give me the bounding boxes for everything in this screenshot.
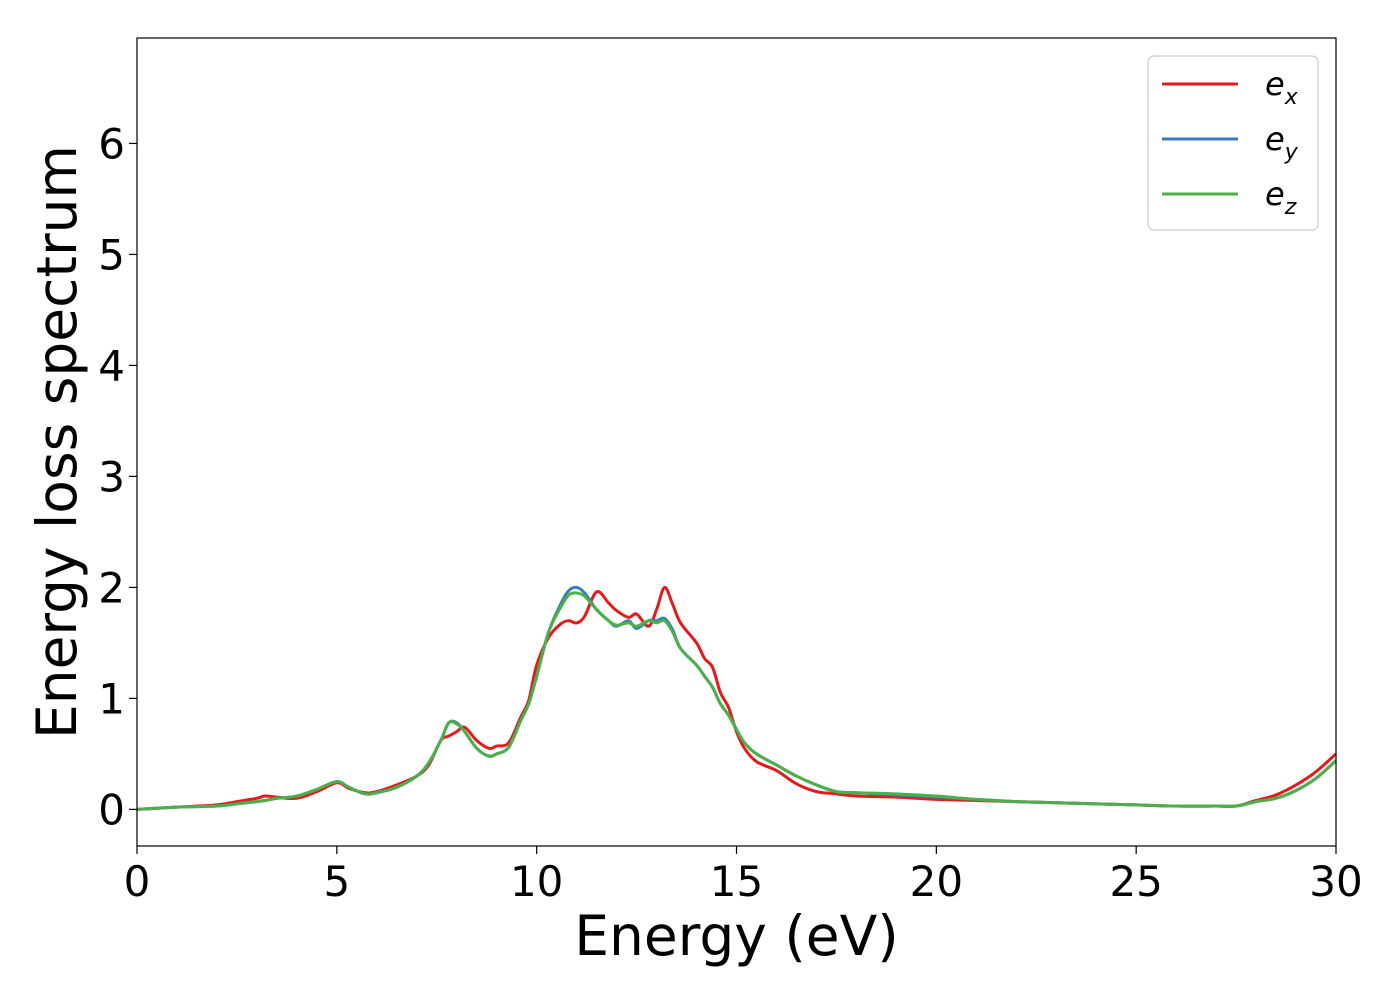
x-tick-label: 0 [124,857,151,906]
series-lines [136,585,1338,811]
x-tick-label: 20 [910,857,963,906]
y-tick-label: 5 [98,230,125,279]
plot-frame [136,37,1337,847]
legend-frame [1147,55,1319,231]
x-tick-label: 5 [323,857,350,906]
series-line-e_y [136,585,1338,811]
x-tick-label: 10 [510,857,563,906]
y-axis-label: Energy loss spectrum [25,145,89,739]
legend-label-e_z: ez [1265,175,1297,220]
x-tick-label: 25 [1109,857,1162,906]
legend: ex ey ez [1147,55,1319,231]
x-tick-label: 15 [710,857,763,906]
y-tick-label: 2 [98,563,125,612]
x-axis-label: Energy (eV) [574,904,898,968]
y-tick-label: 1 [98,674,125,723]
y-tick-label: 4 [98,341,125,390]
x-axis-ticks: 0 5 10 15 20 25 30 [124,846,1363,906]
y-tick-label: 0 [98,785,125,834]
legend-label-e_y: ey [1265,120,1299,165]
legend-label-e_x: ex [1265,65,1299,110]
x-tick-label: 30 [1309,857,1362,906]
y-tick-label: 6 [98,119,125,168]
series-line-e_x [136,585,1337,811]
series-line-e_z [136,591,1338,811]
y-tick-label: 3 [98,452,125,501]
y-axis-ticks: 0 1 2 3 4 5 6 [98,119,137,834]
